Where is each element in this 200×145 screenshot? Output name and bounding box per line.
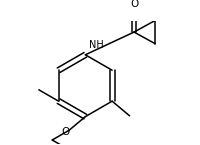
Text: NH: NH xyxy=(89,40,104,50)
Text: O: O xyxy=(130,0,138,9)
Text: O: O xyxy=(61,127,70,137)
